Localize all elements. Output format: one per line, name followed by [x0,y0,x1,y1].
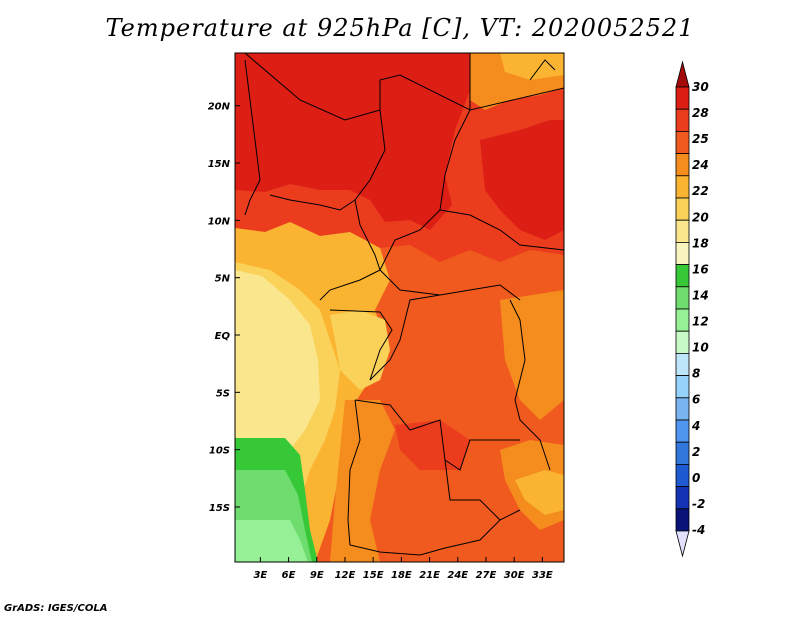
colorbar-label: 0 [692,471,700,485]
colorbar-segment [675,197,690,221]
colorbar-label: 22 [692,184,709,198]
colorbar-label: 25 [692,132,709,146]
colorbar-segment [675,419,690,443]
colorbar-label: 4 [691,419,700,433]
field-northeast-cool [500,53,564,80]
colorbar-bottom-extension [675,530,690,558]
plot-frame [234,52,565,563]
field-sudan-hot [480,120,564,240]
colorbar-segment [675,130,690,154]
x-tick-label: 27E [476,570,497,581]
colorbar-label: 24 [692,158,709,172]
field-southeast-cool [515,470,564,515]
colorbar-segment [675,508,690,532]
y-tick-label: 15S [209,503,230,514]
colorbar-segment [675,330,690,354]
y-tick-label: 15N [208,159,231,170]
x-tick-label: 3E [253,570,267,581]
country-borders [244,53,564,556]
colorbar-label: 30 [692,80,709,94]
x-tick-label: 9E [310,570,324,581]
x-tick-label: 15E [363,570,384,581]
colorbar-label: 2 [692,445,700,459]
colorbar-label: 6 [692,393,700,407]
x-tick-label: 30E [504,570,525,581]
colorbar-segment [675,108,690,132]
field-great-lakes [500,290,564,420]
colorbar-segment [675,397,690,421]
x-tick-label: 33E [532,570,553,581]
colorbar-segment [675,441,690,465]
colorbar-segment [675,264,690,288]
y-axis: 20N 15N 10N 5N EQ 5S 10S 15S [208,102,240,514]
colorbar-segment [675,153,690,177]
chart-title: Temperature at 925hPa [C], VT: 202005252… [105,14,695,42]
field-gabon [330,310,390,390]
y-tick-label: 10N [208,216,231,227]
colorbar-label: 20 [692,210,709,224]
x-tick-label: 21E [419,570,440,581]
colorbar-label: 16 [692,262,709,276]
y-tick-label: 5N [215,274,231,285]
colorbar-segment [675,308,690,332]
field-ocean-coolest [235,520,308,562]
colorbar-segment [675,486,690,510]
x-tick-label: 18E [391,570,412,581]
y-tick-label: 10S [209,446,230,457]
colorbar-label: 8 [692,367,700,381]
field-angola-plateau [330,400,395,562]
colorbar-label: 14 [692,288,709,302]
colorbar-label: 10 [692,341,709,355]
grads-credit: GrADS: IGES/COLA [4,603,108,614]
field-sahara-hot [235,53,470,230]
colorbar-segment [675,286,690,310]
colorbar-segment [675,219,690,243]
field-basin-hot [395,420,470,470]
x-tick-label: 24E [447,570,468,581]
colorbar-segment [675,352,690,376]
colorbar-label: 28 [692,106,709,120]
colorbar-label: -2 [692,497,705,511]
colorbar-label: 12 [692,315,709,329]
colorbar-segment [675,86,690,110]
field-ocean-mid [235,270,320,460]
y-tick-label: 5S [216,388,230,399]
colorbar-label: 18 [692,236,709,250]
colorbar-segment [675,463,690,487]
x-tick-label: 12E [335,570,356,581]
colorbar-segment [675,175,690,199]
x-axis: 3E 6E 9E 12E 15E 18E 21E 24E 27E 30E 33E [253,557,553,581]
colorbar-label: -4 [692,523,705,537]
x-tick-label: 6E [282,570,296,581]
y-tick-label: EQ [215,331,231,342]
colorbar-segment [675,375,690,399]
colorbar-segment [675,241,690,265]
y-tick-label: 20N [208,102,231,113]
map-area [235,53,564,562]
colorbar-top-extension [675,60,690,88]
